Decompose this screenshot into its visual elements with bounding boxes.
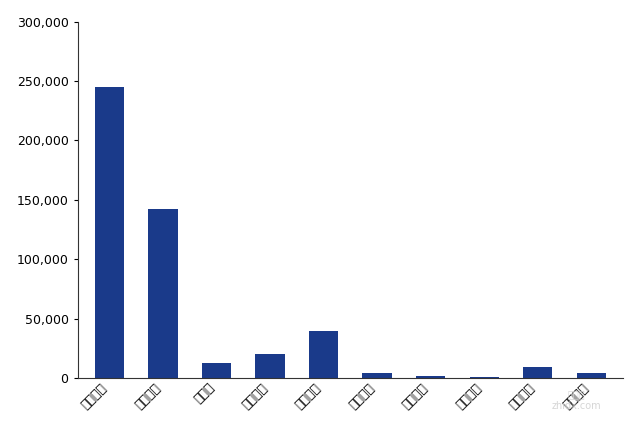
Bar — [95, 87, 124, 378]
Text: 智东西
zhidx.com: 智东西 zhidx.com — [551, 389, 601, 411]
Bar — [362, 373, 392, 378]
Bar — [202, 363, 232, 378]
Bar — [255, 354, 285, 378]
Bar — [470, 377, 499, 378]
Bar — [148, 209, 178, 378]
Bar — [577, 373, 606, 378]
Bar — [523, 368, 552, 378]
Bar — [416, 376, 445, 378]
Bar — [309, 330, 339, 378]
